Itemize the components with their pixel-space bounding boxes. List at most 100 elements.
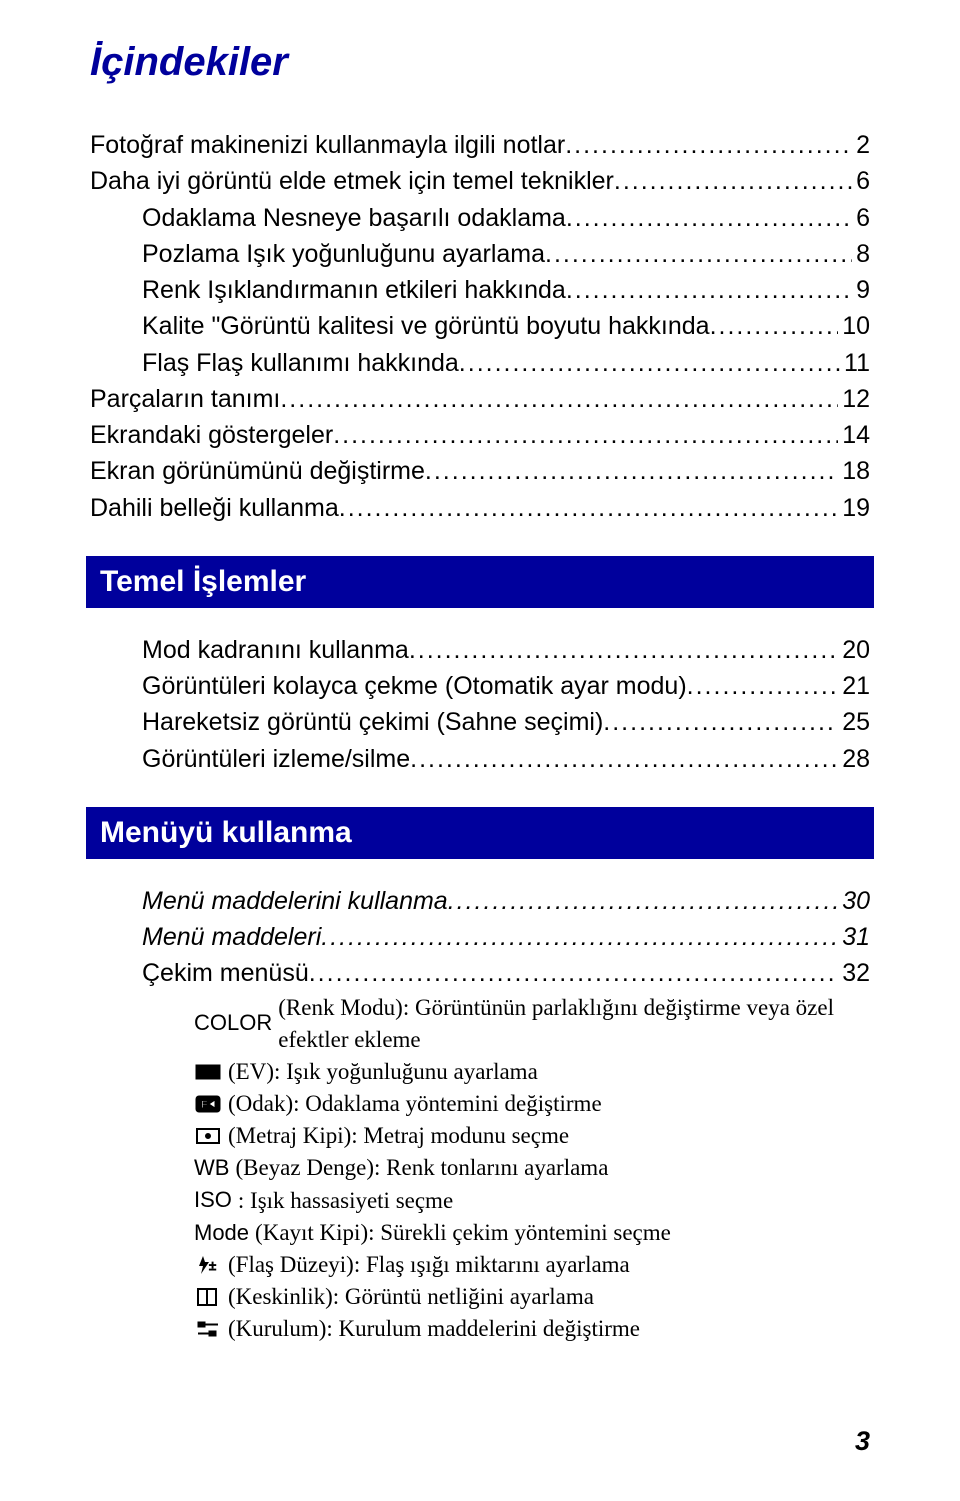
toc-dots: ........................................… (614, 163, 852, 199)
toc-page: 11 (840, 345, 870, 381)
toc-label: Odaklama Nesneye başarılı odaklama (142, 200, 566, 236)
toc-group-1: Fotoğraf makinenizi kullanmayla ilgili n… (90, 127, 870, 526)
toc-line: Çekim menüsü ...........................… (142, 955, 870, 991)
toc-label: Renk Işıklandırmanın etkileri hakkında (142, 272, 566, 308)
sub-item: ISO: Işık hassasiyeti seçme (194, 1185, 870, 1217)
sharp-icon (194, 1286, 222, 1308)
page-number: 3 (855, 1426, 870, 1457)
toc-label: Hareketsiz görüntü çekimi (Sahne seçimi) (142, 704, 603, 740)
toc-dots: ........................................… (425, 453, 838, 489)
svg-text:F: F (201, 1099, 208, 1111)
toc-label: Mod kadranını kullanma (142, 632, 409, 668)
sub-item: WB (Beyaz Denge): Renk tonlarını ayarlam… (194, 1152, 870, 1184)
sub-text: (EV): Işık yoğunluğunu ayarlama (228, 1056, 538, 1088)
toc-page: 21 (838, 668, 870, 704)
toc-dots: ........................................… (710, 308, 839, 344)
toc-line: Ekrandaki göstergeler ..................… (90, 417, 870, 453)
toc-dots: ........................................… (333, 417, 838, 453)
section-header-menuyu: Menüyü kullanma (86, 807, 874, 859)
toc-dots: ........................................… (687, 668, 839, 704)
page-title: İçindekiler (90, 40, 870, 85)
toc-label: Menü maddeleri (142, 919, 321, 955)
toc-dots: ........................................… (565, 127, 852, 163)
toc-page: 19 (838, 490, 870, 526)
svg-text:+/−: +/− (199, 1067, 215, 1079)
svg-text:±: ± (209, 1258, 216, 1273)
toc-line: Daha iyi görüntü elde etmek için temel t… (90, 163, 870, 199)
toc-label: Görüntüleri kolayca çekme (Otomatik ayar… (142, 668, 687, 704)
section-header-temel: Temel İşlemler (86, 556, 874, 608)
toc-dots: ........................................… (459, 345, 840, 381)
toc-label: Görüntüleri izleme/silme (142, 741, 410, 777)
toc-label: Fotoğraf makinenizi kullanmayla ilgili n… (90, 127, 565, 163)
sub-text: (Keskinlik): Görüntü netliğini ayarlama (228, 1281, 594, 1313)
focus-icon: F (194, 1093, 222, 1115)
toc-label: Kalite "Görüntü kalitesi ve görüntü boyu… (142, 308, 710, 344)
toc-section1-items: Mod kadranını kullanma .................… (90, 632, 870, 777)
toc-dots: ........................................… (545, 236, 852, 272)
meter-icon (194, 1125, 222, 1147)
toc-line: Menü maddelerini kullanma ..............… (142, 883, 870, 919)
toc-dots: ........................................… (603, 704, 838, 740)
sub-item: (Kurulum): Kurulum maddelerini değiştirm… (194, 1313, 870, 1345)
sub-text: (Kurulum): Kurulum maddelerini değiştirm… (228, 1313, 640, 1345)
toc-line: Parçaların tanımı ......................… (90, 381, 870, 417)
sub-item: ± (Flaş Düzeyi): Flaş ışığı miktarını ay… (194, 1249, 870, 1281)
toc-sub-list: COLOR (Renk Modu): Görüntünün parlaklığı… (90, 992, 870, 1346)
toc-line: Ekran görünümünü değiştirme ............… (90, 453, 870, 489)
sub-item: +/− (EV): Işık yoğunluğunu ayarlama (194, 1056, 870, 1088)
toc-line: Menü maddeleri .........................… (142, 919, 870, 955)
toc-dots: ........................................… (321, 919, 838, 955)
toc-page: 32 (838, 955, 870, 991)
flash-icon: ± (194, 1254, 222, 1276)
toc-page: 20 (838, 632, 870, 668)
toc-dots: ........................................… (448, 883, 838, 919)
sub-text: (Beyaz Denge): Renk tonlarını ayarlama (235, 1152, 608, 1184)
toc-line: Görüntüleri kolayca çekme (Otomatik ayar… (142, 668, 870, 704)
toc-page: 14 (838, 417, 870, 453)
toc-line: Pozlama Işık yoğunluğunu ayarlama ......… (90, 236, 870, 272)
toc-page: 12 (838, 381, 870, 417)
toc-label: Pozlama Işık yoğunluğunu ayarlama (142, 236, 545, 272)
sub-prefix: COLOR (194, 1008, 272, 1039)
toc-label: Menü maddelerini kullanma (142, 883, 448, 919)
sub-text: (Odak): Odaklama yöntemini değiştirme (228, 1088, 602, 1120)
toc-line: Mod kadranını kullanma .................… (142, 632, 870, 668)
toc-label: Flaş Flaş kullanımı hakkında (142, 345, 459, 381)
toc-label: Parçaların tanımı (90, 381, 280, 417)
toc-page: 31 (838, 919, 870, 955)
toc-page: 18 (838, 453, 870, 489)
sub-item: COLOR (Renk Modu): Görüntünün parlaklığı… (194, 992, 870, 1056)
toc-label: Ekrandaki göstergeler (90, 417, 333, 453)
sub-text: (Renk Modu): Görüntünün parlaklığını değ… (278, 992, 870, 1056)
setup-icon (194, 1318, 222, 1340)
toc-dots: ........................................… (280, 381, 838, 417)
sub-item: (Metraj Kipi): Metraj modunu seçme (194, 1120, 870, 1152)
toc-line: Odaklama Nesneye başarılı odaklama .....… (90, 200, 870, 236)
sub-item: F (Odak): Odaklama yöntemini değiştirme (194, 1088, 870, 1120)
sub-prefix: WB (194, 1153, 229, 1184)
toc-page: 2 (852, 127, 870, 163)
toc-line: Hareketsiz görüntü çekimi (Sahne seçimi)… (142, 704, 870, 740)
sub-prefix: Mode (194, 1218, 249, 1249)
toc-label: Daha iyi görüntü elde etmek için temel t… (90, 163, 614, 199)
toc-dots: ........................................… (409, 632, 838, 668)
sub-text: (Kayıt Kipi): Sürekli çekim yöntemini se… (255, 1217, 671, 1249)
toc-line: Renk Işıklandırmanın etkileri hakkında .… (90, 272, 870, 308)
toc-page: 8 (852, 236, 870, 272)
toc-page: 6 (852, 163, 870, 199)
toc-page: 28 (838, 741, 870, 777)
toc-dots: ........................................… (566, 200, 852, 236)
toc-page: 6 (852, 200, 870, 236)
toc-line: Fotoğraf makinenizi kullanmayla ilgili n… (90, 127, 870, 163)
sub-text: : Işık hassasiyeti seçme (238, 1185, 453, 1217)
toc-line: Dahili belleği kullanma ................… (90, 490, 870, 526)
toc-dots: ........................................… (339, 490, 838, 526)
toc-label: Ekran görünümünü değiştirme (90, 453, 425, 489)
sub-item: (Keskinlik): Görüntü netliğini ayarlama (194, 1281, 870, 1313)
toc-dots: ........................................… (309, 955, 838, 991)
sub-text: (Flaş Düzeyi): Flaş ışığı miktarını ayar… (228, 1249, 630, 1281)
ev-icon: +/− (194, 1061, 222, 1083)
toc-line: Görüntüleri izleme/silme ...............… (142, 741, 870, 777)
toc-page: 9 (852, 272, 870, 308)
